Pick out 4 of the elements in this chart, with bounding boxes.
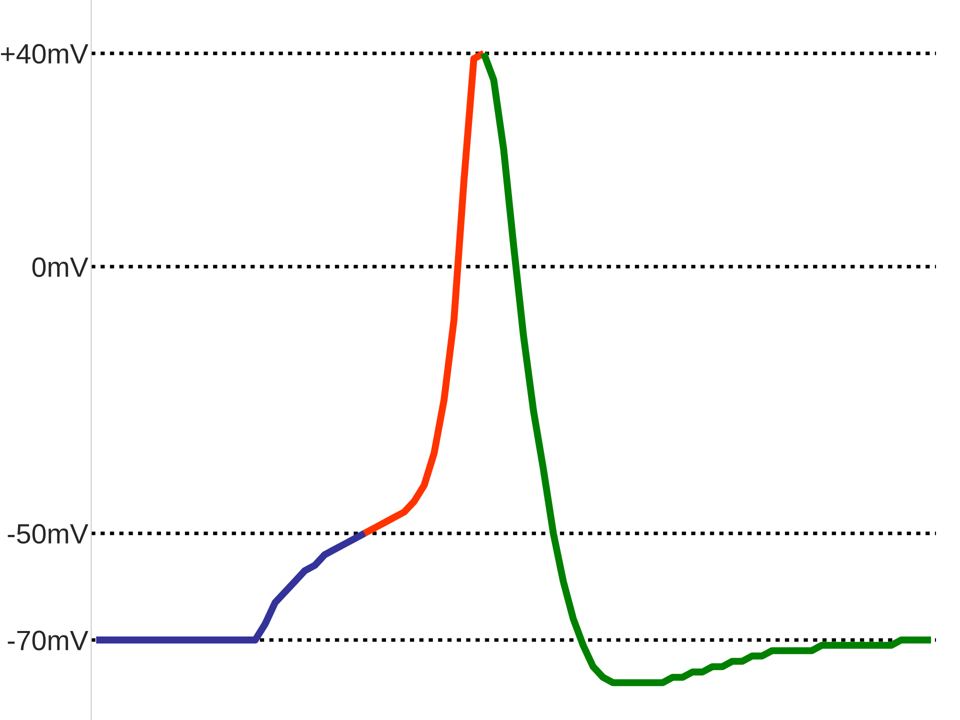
y-tick-label: +40mV	[0, 44, 88, 64]
y-tick-label: -50mV	[8, 524, 88, 544]
y-tick-label: -70mV	[8, 630, 88, 650]
y-tick-label: 0mV	[32, 257, 88, 278]
